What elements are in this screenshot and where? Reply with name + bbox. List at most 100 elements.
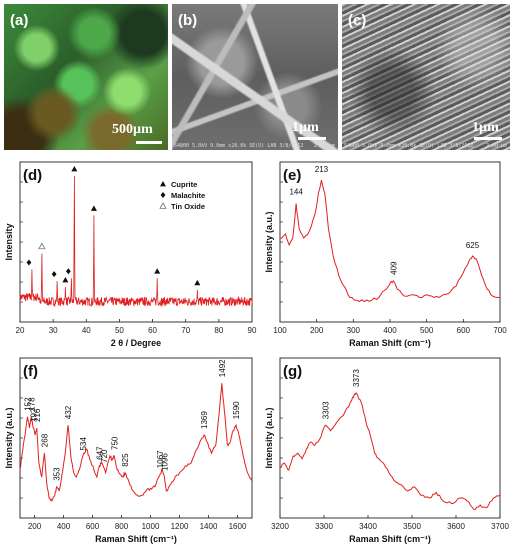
chart-f-xlabel: Raman Shift (cm⁻¹) bbox=[95, 534, 177, 544]
chart-g-raman: 3200 3300 3400 3500 3600 3700 Raman Shift (cm⁻… bbox=[264, 357, 509, 544]
chart-f-xtick-label: 400 bbox=[57, 522, 71, 531]
chart-f-xtick-label: 1400 bbox=[200, 522, 218, 531]
chart-d-legend-marker bbox=[160, 181, 166, 187]
chart-d-xtick-label: 80 bbox=[214, 326, 223, 335]
chart-d-xtick-label: 20 bbox=[16, 326, 25, 335]
panel-b-scalebar bbox=[298, 137, 326, 140]
chart-f-peak-label: 192 bbox=[29, 408, 38, 422]
chart-g-xtick-label: 3300 bbox=[315, 522, 333, 531]
chart-g-xtick-label: 3600 bbox=[447, 522, 465, 531]
chart-d-peak-marker bbox=[71, 166, 78, 172]
panel-c-sem-info: S4800 5.0kV 9.2mm x20.0k SE(U) LAB 3/8/2… bbox=[344, 143, 474, 149]
chart-f-peak-label: 216 bbox=[33, 408, 42, 422]
chart-f-xtick-label: 1600 bbox=[229, 522, 247, 531]
chart-e-xtick-label: 300 bbox=[347, 326, 361, 335]
chart-f-peak-label: 268 bbox=[40, 433, 49, 447]
chart-d-peak-marker bbox=[38, 242, 46, 250]
chart-d-legend-marker bbox=[159, 202, 167, 209]
chart-f-xtick-label: 200 bbox=[28, 522, 42, 531]
chart-g-panel-label: (g) bbox=[283, 363, 302, 380]
chart-f-xtick-label: 800 bbox=[115, 522, 129, 531]
chart-d-peak-marker bbox=[51, 271, 57, 278]
panel-b-scalebar-text: 1µm bbox=[292, 120, 319, 135]
panel-b-sem-image: (b) 1µm S4800 5.0kV 9.0mm x20.0k SE(U) L… bbox=[172, 4, 338, 150]
chart-f-peak-label: 1590 bbox=[232, 401, 241, 419]
chart-d-legend-entry: Malachite bbox=[171, 191, 205, 200]
chart-e-peak-label: 144 bbox=[289, 188, 303, 197]
chart-e-raman: 100 200 300 400 500 600 700 Raman Shift (cm⁻¹) I… bbox=[264, 161, 507, 348]
chart-e-series-line bbox=[280, 179, 501, 303]
panel-a-scalebar-text: 500µm bbox=[112, 122, 153, 137]
chart-f-peak-label: 720 bbox=[100, 449, 109, 463]
panel-a-optical-image: (a) 500µm bbox=[4, 4, 168, 150]
chart-f-peak-label: 1067 bbox=[156, 450, 165, 468]
chart-d-xrd: 20 30 40 50 60 70 80 90 2 θ / Degree Intensity (d)… bbox=[4, 161, 257, 348]
chart-f-peak-label: 1492 bbox=[218, 359, 227, 377]
chart-e-panel-label: (e) bbox=[283, 167, 301, 184]
chart-g-ylabel: Intensity (a.u.) bbox=[264, 407, 274, 468]
panel-b-sem-scale: 2.00 µm bbox=[314, 143, 336, 149]
chart-f-series-line bbox=[19, 383, 253, 502]
panel-c-scalebar bbox=[474, 137, 502, 140]
chart-g-xtick-label: 3400 bbox=[359, 522, 377, 531]
chart-e-peak-label: 625 bbox=[466, 241, 480, 250]
chart-f-peak-label: 825 bbox=[121, 453, 130, 467]
chart-d-peak-marker bbox=[90, 205, 97, 211]
chart-f-peak-label: 353 bbox=[53, 467, 62, 481]
chart-f-xtick-label: 600 bbox=[86, 522, 100, 531]
chart-g-xtick-label: 3500 bbox=[403, 522, 421, 531]
chart-d-legend-entry: Tin Oxide bbox=[171, 202, 205, 211]
chart-d-series-line bbox=[19, 175, 253, 308]
chart-e-xlabel: Raman Shift (cm⁻¹) bbox=[349, 338, 431, 348]
chart-f-peak-label: 1096 bbox=[160, 453, 169, 471]
chart-f-peak-label: 432 bbox=[64, 405, 73, 419]
chart-f-panel-label: (f) bbox=[23, 363, 38, 380]
chart-e-peak-label: 409 bbox=[389, 261, 398, 275]
chart-d-legend-marker bbox=[160, 192, 166, 198]
chart-f-peak-label: 1369 bbox=[200, 411, 209, 429]
panel-c-label: (c) bbox=[348, 12, 367, 29]
panel-b-sem-info: S4800 5.0kV 9.0mm x20.0k SE(U) LAB 3/8/2… bbox=[174, 143, 304, 149]
chart-e-peak-label: 213 bbox=[315, 165, 329, 174]
chart-d-xlabel: 2 θ / Degree bbox=[111, 338, 161, 348]
chart-e-xtick-label: 500 bbox=[420, 326, 434, 335]
chart-g-xlabel: Raman Shift (cm⁻¹) bbox=[349, 534, 431, 544]
chart-f-peak-label: 178 bbox=[27, 397, 36, 411]
chart-d-legend-entry: Cuprite bbox=[171, 180, 197, 189]
chart-g-xtick-label: 3200 bbox=[271, 522, 289, 531]
chart-e-xtick-label: 100 bbox=[273, 326, 287, 335]
panel-a-label: (a) bbox=[10, 12, 29, 29]
panel-c-scalebar-text: 1µm bbox=[472, 120, 499, 135]
panel-c-sem-scale: 2.00 µm bbox=[486, 143, 508, 149]
chart-f-xtick-label: 1200 bbox=[171, 522, 189, 531]
chart-f-peak-label: 534 bbox=[79, 437, 88, 451]
chart-d-peak-marker bbox=[65, 268, 71, 275]
chart-f-peak-label: 152 bbox=[24, 397, 33, 411]
chart-d-panel-label: (d) bbox=[23, 167, 42, 184]
chart-g-peak-label: 3303 bbox=[321, 401, 330, 419]
chart-g-frame bbox=[279, 357, 501, 519]
chart-d-peak-marker bbox=[62, 276, 69, 283]
chart-g-xtick-label: 3700 bbox=[491, 522, 509, 531]
chart-f-ylabel: Intensity (a.u.) bbox=[4, 407, 14, 468]
panel-b-label: (b) bbox=[178, 12, 198, 29]
chart-f-xtick-label: 1000 bbox=[142, 522, 160, 531]
chart-d-xtick-label: 70 bbox=[181, 326, 190, 335]
chart-f-peak-label: 647 bbox=[95, 446, 104, 460]
chart-d-ylabel: Intensity bbox=[4, 223, 14, 260]
chart-e-xtick-label: 600 bbox=[457, 326, 471, 335]
chart-e-xtick-label: 400 bbox=[383, 326, 397, 335]
chart-d-xtick-label: 90 bbox=[248, 326, 257, 335]
chart-d-peak-marker bbox=[154, 268, 161, 274]
chart-d-xtick-label: 50 bbox=[115, 326, 124, 335]
chart-f-raman: 200 400 600 800 1000 1200 1400 1600 Raman Shift … bbox=[4, 357, 253, 544]
chart-g-peak-label: 3373 bbox=[352, 369, 361, 387]
chart-e-xtick-label: 700 bbox=[493, 326, 507, 335]
chart-d-xtick-label: 30 bbox=[49, 326, 58, 335]
chart-d-xtick-label: 40 bbox=[82, 326, 91, 335]
panel-a-scalebar bbox=[136, 141, 162, 144]
chart-f-peak-label: 750 bbox=[110, 436, 119, 450]
chart-g-series-line bbox=[279, 392, 501, 511]
chart-d-peak-marker bbox=[194, 279, 201, 286]
chart-d-xtick-label: 60 bbox=[148, 326, 157, 335]
